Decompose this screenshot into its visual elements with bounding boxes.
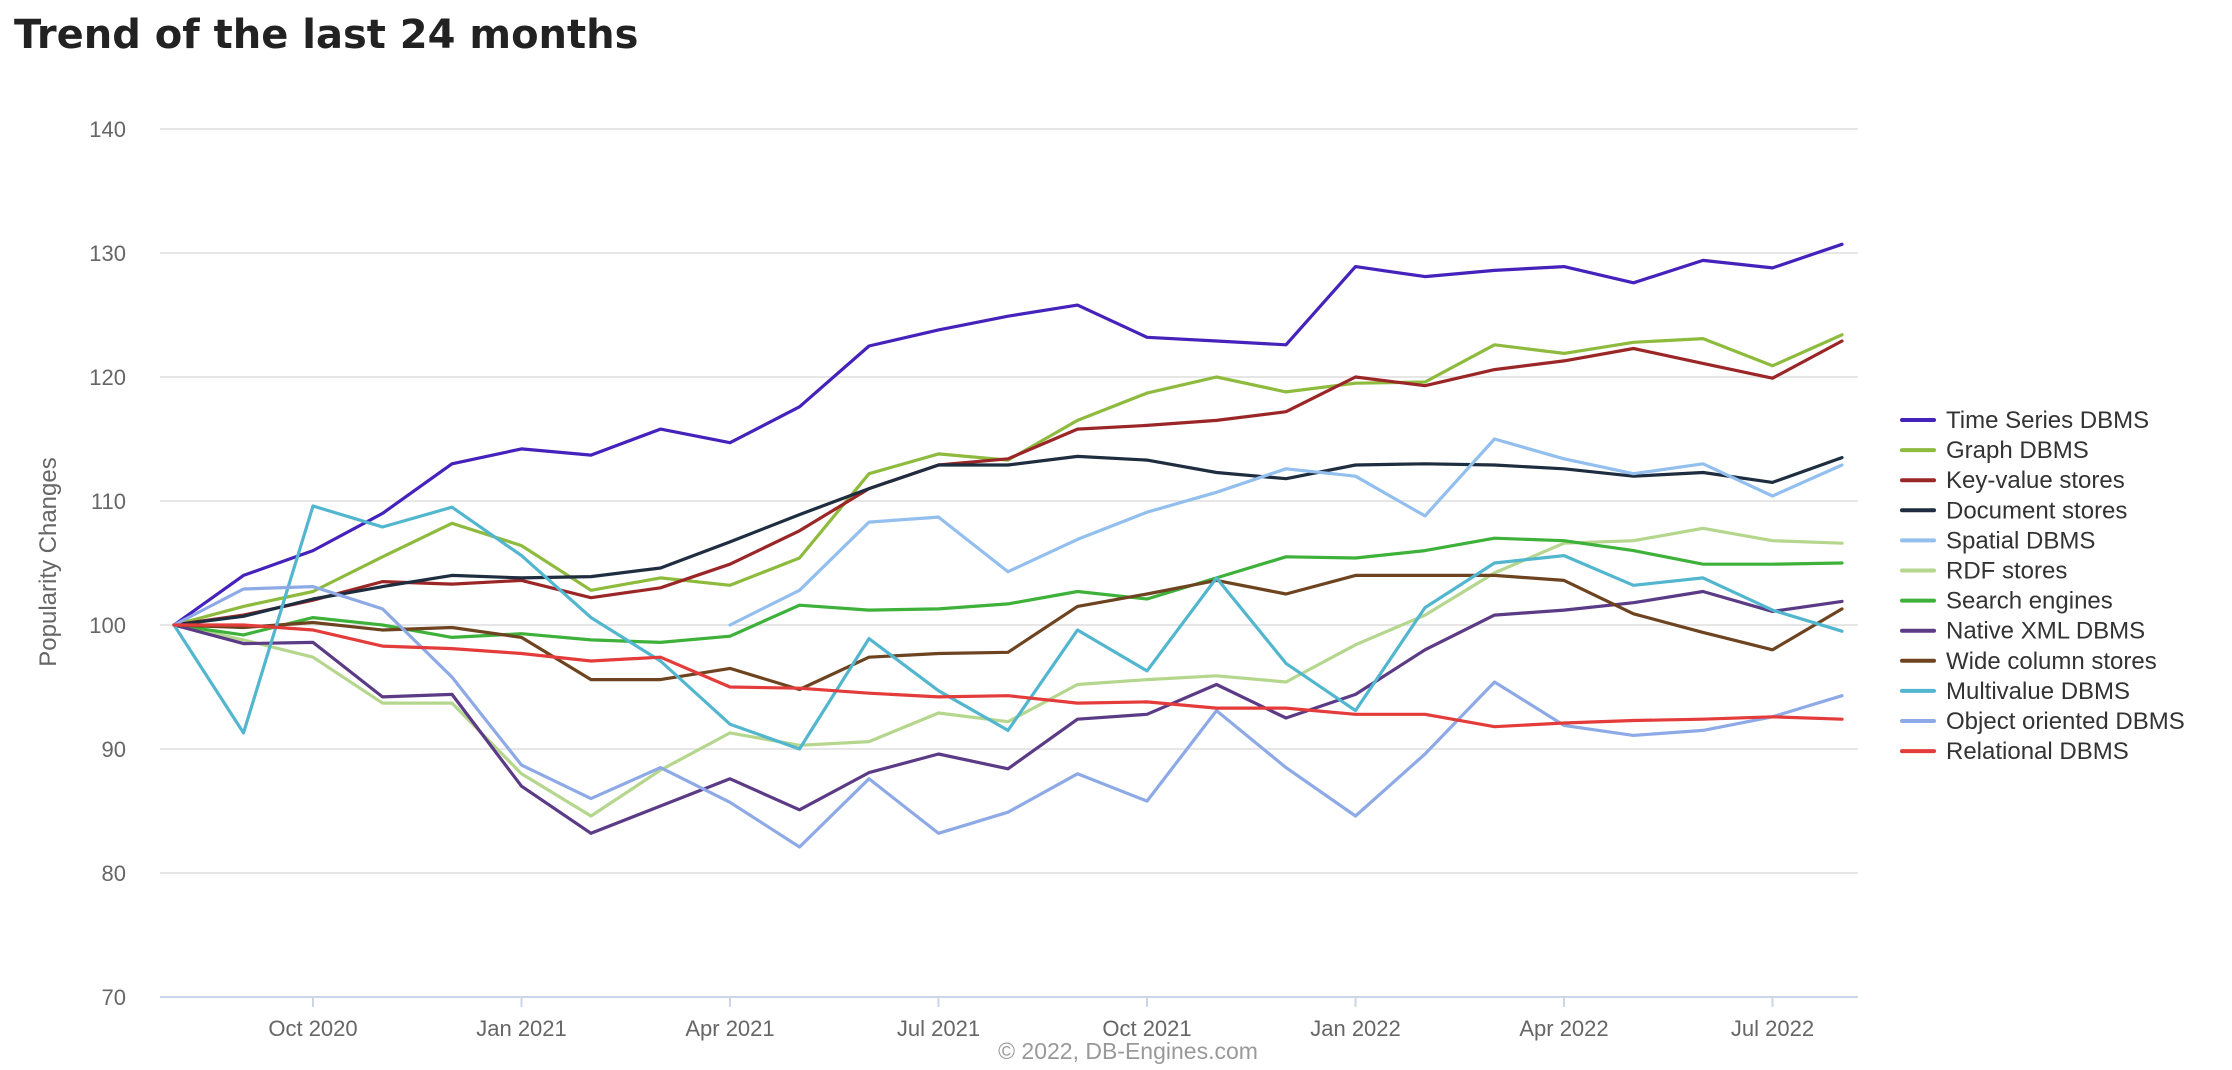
x-tick-label: Oct 2021 [1102, 1016, 1191, 1041]
x-tick-label: Jan 2021 [476, 1016, 567, 1041]
y-tick-label: 90 [102, 737, 126, 762]
y-tick-label: 80 [102, 861, 126, 886]
y-tick-label: 130 [89, 241, 126, 266]
y-tick-label: 110 [91, 489, 126, 514]
grid-lines [160, 128, 1858, 998]
series-lines [172, 242, 1844, 849]
series-line-relational-dbms[interactable] [172, 623, 1844, 729]
x-tick-label: Jul 2022 [1731, 1016, 1814, 1041]
series-line-native-xml-dbms[interactable] [172, 589, 1844, 835]
credits-text: © 2022, DB-Engines.com [998, 1038, 1258, 1064]
legend-item[interactable]: Graph DBMS [1900, 437, 2089, 464]
legend-item[interactable]: Multivalue DBMS [1900, 678, 2130, 705]
legend-item[interactable]: Wide column stores [1900, 648, 2157, 675]
legend-item[interactable]: Relational DBMS [1900, 738, 2129, 765]
legend-label: Wide column stores [1946, 648, 2157, 675]
x-tick-label: Jan 2022 [1310, 1016, 1401, 1041]
y-tick-label: 100 [89, 613, 126, 638]
legend-label: Graph DBMS [1946, 437, 2089, 464]
legend-item[interactable]: RDF stores [1900, 558, 2067, 585]
legend: Time Series DBMS Graph DBMS Key-value stor… [1900, 407, 2185, 765]
series-line-search-engines[interactable] [172, 536, 1844, 644]
series-line-wide-column-stores[interactable] [172, 573, 1844, 692]
legend-label: Object oriented DBMS [1946, 708, 2185, 735]
legend-item[interactable]: Document stores [1900, 497, 2127, 524]
series-line-time-series-dbms[interactable] [172, 242, 1844, 627]
legend-item[interactable]: Key-value stores [1900, 467, 2125, 494]
legend-item[interactable]: Search engines [1900, 588, 2113, 615]
axes: 70 80 90 100 110 120 130 140 Oct 2020 Jan 2021 Apr… [89, 117, 1814, 1041]
series-line-key-value-stores[interactable] [172, 339, 1844, 627]
x-tick-label: Apr 2021 [685, 1016, 774, 1041]
series-line-spatial-dbms[interactable] [728, 437, 1844, 627]
x-tick-label: Apr 2022 [1519, 1016, 1608, 1041]
series-line-object-oriented-dbms[interactable] [172, 585, 1844, 849]
legend-label: Time Series DBMS [1946, 407, 2149, 434]
legend-label: RDF stores [1946, 558, 2067, 585]
x-tick-label: Jul 2021 [897, 1016, 980, 1041]
legend-label: Native XML DBMS [1946, 618, 2145, 645]
y-tick-label: 140 [89, 117, 126, 142]
page-title: Trend of the last 24 months [14, 12, 639, 58]
legend-label: Document stores [1946, 497, 2127, 524]
x-tick-label: Oct 2020 [268, 1016, 357, 1041]
legend-label: Relational DBMS [1946, 738, 2129, 765]
legend-label: Search engines [1946, 588, 2113, 615]
y-axis-title: Popularity Changes [35, 457, 62, 666]
legend-label: Key-value stores [1946, 467, 2125, 494]
legend-item[interactable]: Native XML DBMS [1900, 618, 2145, 645]
y-tick-label: 120 [89, 365, 126, 390]
legend-label: Spatial DBMS [1946, 527, 2095, 554]
legend-item[interactable]: Time Series DBMS [1900, 407, 2149, 434]
series-line-document-stores[interactable] [172, 454, 1844, 627]
series-line-rdf-stores[interactable] [172, 526, 1844, 818]
legend-label: Multivalue DBMS [1946, 678, 2130, 705]
legend-item[interactable]: Object oriented DBMS [1900, 708, 2185, 735]
y-tick-label: 70 [102, 985, 126, 1010]
legend-item[interactable]: Spatial DBMS [1900, 527, 2095, 554]
series-line-multivalue-dbms[interactable] [172, 504, 1844, 751]
